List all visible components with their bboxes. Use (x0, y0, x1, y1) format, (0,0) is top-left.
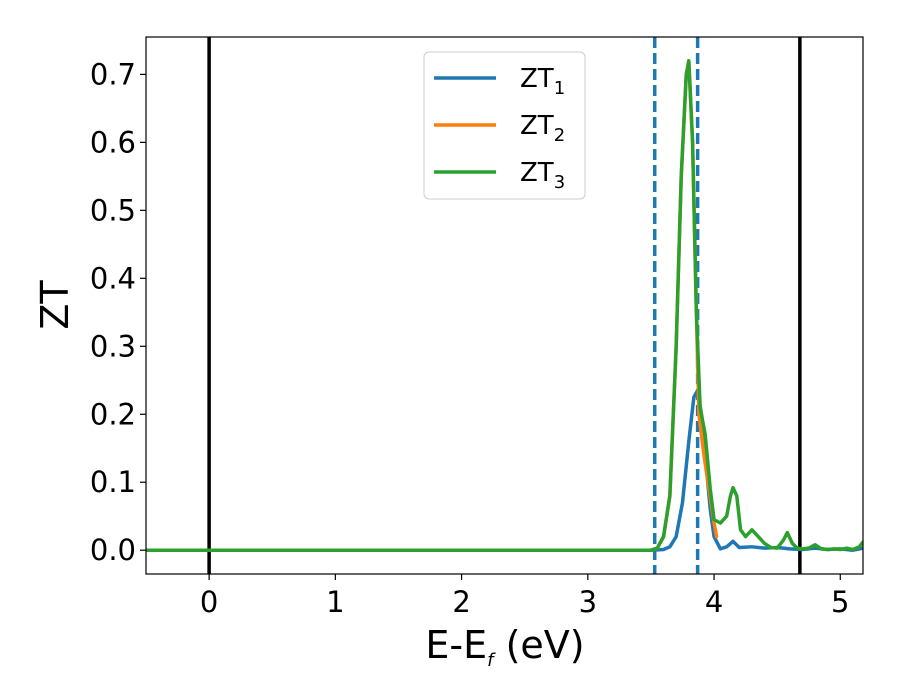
x-axis-title-sub: f (487, 650, 496, 671)
x-tick-label: 4 (705, 585, 723, 619)
y-axis-title: ZT (33, 280, 77, 330)
series-line-3 (146, 59, 863, 552)
legend-box (423, 51, 586, 200)
x-axis-title: E-Ef (eV) (425, 623, 584, 671)
x-tick-label: 3 (579, 585, 597, 619)
y-tick-label: 0.0 (90, 533, 136, 567)
y-tick-label: 0.5 (90, 193, 136, 227)
y-tick-label: 0.3 (90, 329, 136, 363)
legend-label-3: ZT3 (520, 158, 565, 193)
y-tick-label: 0.7 (90, 57, 136, 91)
x-axis-ticks: 0 1 2 3 4 5 (200, 574, 850, 619)
legend-label-1: ZT1 (520, 64, 565, 99)
x-tick-label: 0 (200, 585, 218, 619)
reference-lines (207, 37, 802, 574)
y-tick-label: 0.4 (90, 261, 136, 295)
plot-frame (145, 36, 864, 575)
series-lines (146, 59, 863, 552)
series-line-1 (146, 388, 863, 552)
x-tick-label: 5 (831, 585, 849, 619)
x-axis-title-unit: (eV) (493, 623, 584, 667)
legend: ZT1 ZT2 ZT3 (423, 51, 586, 200)
x-tick-label: 1 (326, 585, 344, 619)
legend-label-2: ZT2 (520, 111, 565, 146)
x-axis-title-main: E-E (425, 623, 487, 667)
x-tick-label: 2 (452, 585, 470, 619)
y-axis-ticks: 0.0 0.1 0.2 0.3 0.4 0.5 0.6 0.7 (90, 57, 146, 567)
y-tick-label: 0.2 (90, 397, 136, 431)
y-tick-label: 0.1 (90, 465, 136, 499)
y-tick-label: 0.6 (90, 125, 136, 159)
